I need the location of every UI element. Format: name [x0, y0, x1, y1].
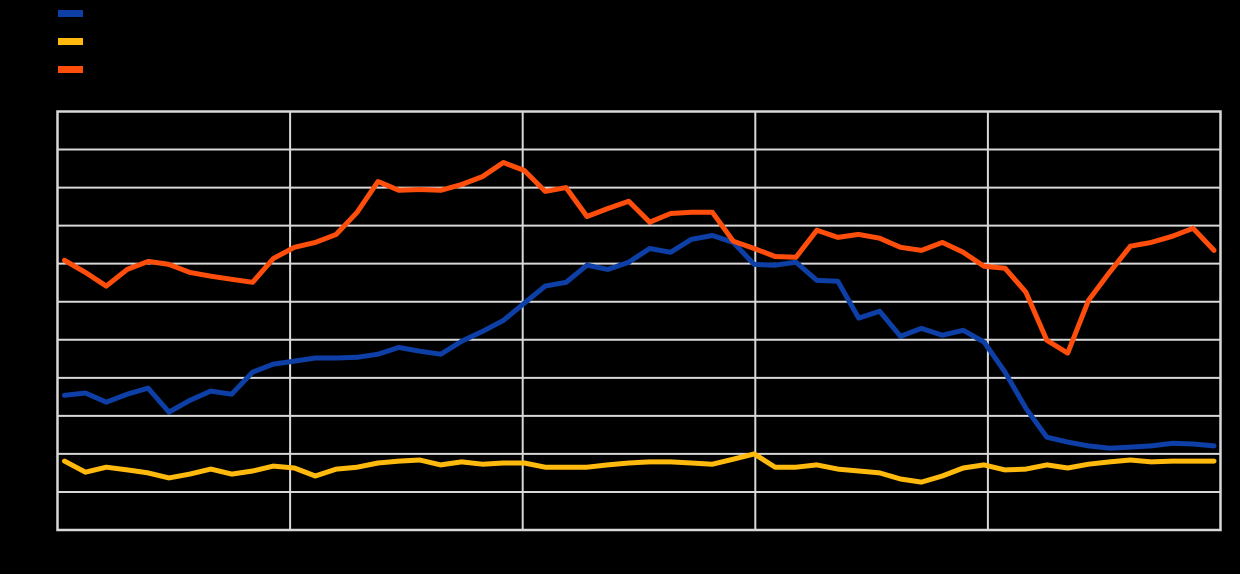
legend-swatch-orange — [58, 66, 83, 73]
legend-item-orange — [58, 62, 93, 77]
legend-swatch-yellow — [58, 38, 83, 45]
legend-item-blue — [58, 6, 93, 21]
series-blue-line — [62, 233, 1217, 451]
series-yellow-line — [62, 451, 1217, 485]
legend-swatch-blue — [58, 10, 83, 17]
plot-border — [56, 110, 1222, 532]
series-orange-line — [62, 160, 1217, 356]
legend — [58, 6, 93, 77]
legend-item-yellow — [58, 34, 93, 49]
